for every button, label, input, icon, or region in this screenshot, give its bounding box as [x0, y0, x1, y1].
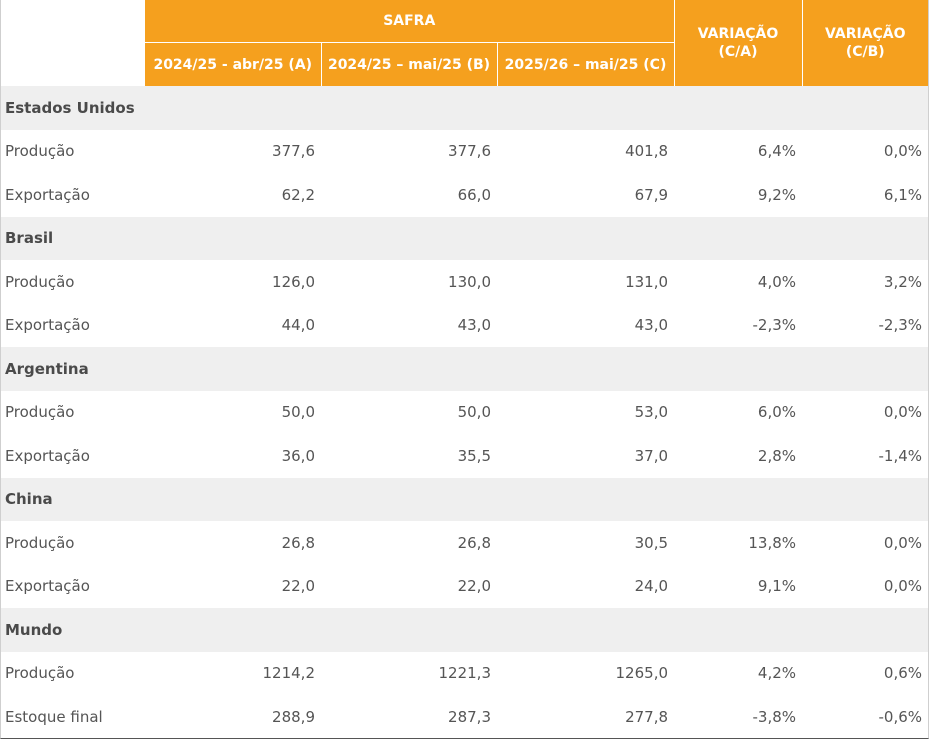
row-label: Produção: [5, 142, 75, 161]
table-row: Produção 126,0 130,0 131,0 4,0% 3,2%: [1, 260, 928, 304]
cell-a: 1214,2: [262, 664, 316, 683]
cell-variation-cb: 0,0%: [883, 142, 923, 161]
cell-variation-cb: 0,0%: [883, 403, 923, 422]
row-label: Exportação: [5, 185, 90, 204]
cell-b: 66,0: [457, 185, 491, 204]
row-label: Produção: [5, 272, 75, 291]
header-col-c: 2025/26 – mai/25 (C): [497, 42, 675, 86]
group-row: Mundo: [1, 608, 929, 652]
cell-c: 67,9: [634, 185, 669, 204]
header-variation-cb-line2: (C/B): [845, 44, 885, 60]
group-row: Argentina: [1, 347, 929, 391]
cell-c: 1265,0: [615, 664, 669, 683]
header-variation-ca-line1: VARIAÇÃO: [697, 26, 779, 42]
table-row: Produção 377,6 377,6 401,8 6,4% 0,0%: [1, 130, 928, 174]
table-row: Exportação 22,0 22,0 24,0 9,1% 0,0%: [1, 565, 928, 609]
cell-variation-ca: -2,3%: [752, 316, 797, 335]
table-row: Exportação 62,2 66,0 67,9 9,2% 6,1%: [1, 173, 928, 217]
table-body: Estados Unidos Produção 377,6 377,6 401,…: [1, 86, 929, 739]
cell-variation-cb: 0,0%: [883, 533, 923, 552]
cell-a: 36,0: [281, 446, 315, 465]
cell-variation-cb: 6,1%: [883, 185, 923, 204]
table-row: Produção 50,0 50,0 53,0 6,0% 0,0%: [1, 391, 928, 435]
row-label: Exportação: [5, 446, 90, 465]
cell-c: 30,5: [634, 533, 669, 552]
cell-b: 26,8: [457, 533, 491, 552]
table-row: Exportação 44,0 43,0 43,0 -2,3% -2,3%: [1, 304, 928, 348]
cell-variation-cb: 0,6%: [883, 664, 923, 683]
row-label: Produção: [5, 533, 75, 552]
group-name: Argentina: [1, 347, 929, 391]
row-label: Produção: [5, 403, 75, 422]
header-variation-cb: VARIAÇÃO (C/B): [801, 0, 929, 86]
cell-a: 26,8: [281, 533, 315, 552]
cell-variation-cb: -2,3%: [878, 316, 923, 335]
header-variation-ca-line2: (C/A): [718, 44, 758, 60]
cell-variation-ca: 6,0%: [757, 403, 797, 422]
header-variation-cb-line1: VARIAÇÃO: [824, 26, 906, 42]
table-row: Exportação 36,0 35,5 37,0 2,8% -1,4%: [1, 434, 928, 478]
group-name: Estados Unidos: [1, 86, 929, 130]
cell-a: 62,2: [281, 185, 315, 204]
cell-c: 401,8: [625, 142, 669, 161]
cell-c: 53,0: [634, 403, 669, 422]
cell-b: 43,0: [457, 316, 491, 335]
cell-a: 50,0: [281, 403, 315, 422]
cell-a: 44,0: [281, 316, 315, 335]
cell-c: 37,0: [634, 446, 669, 465]
header-blank-cell: [1, 0, 145, 86]
cell-variation-cb: 0,0%: [883, 577, 923, 596]
cell-variation-ca: 9,1%: [757, 577, 797, 596]
cell-c: 277,8: [625, 707, 669, 726]
cell-a: 288,9: [272, 707, 315, 726]
cell-b: 130,0: [448, 272, 491, 291]
table-row: Produção 26,8 26,8 30,5 13,8% 0,0%: [1, 521, 928, 565]
group-row: China: [1, 477, 929, 521]
cell-b: 50,0: [457, 403, 491, 422]
cell-c: 24,0: [634, 577, 669, 596]
cell-variation-ca: 4,0%: [757, 272, 797, 291]
cell-variation-ca: 6,4%: [757, 142, 797, 161]
row-label: Produção: [5, 664, 75, 683]
cell-a: 377,6: [272, 142, 315, 161]
header-col-a: 2024/25 - abr/25 (A): [145, 42, 322, 86]
header-col-b: 2024/25 – mai/25 (B): [321, 42, 498, 86]
table-row: Estoque final 288,9 287,3 277,8 -3,8% -0…: [1, 695, 928, 739]
cell-variation-cb: 3,2%: [883, 272, 923, 291]
cell-a: 126,0: [272, 272, 315, 291]
header-variation-ca: VARIAÇÃO (C/A): [673, 0, 803, 86]
cell-variation-ca: 9,2%: [757, 185, 797, 204]
cell-b: 1221,3: [438, 664, 492, 683]
cell-variation-cb: -0,6%: [878, 707, 923, 726]
cell-variation-ca: 13,8%: [748, 533, 797, 552]
cell-variation-ca: 2,8%: [757, 446, 797, 465]
row-label: Exportação: [5, 316, 90, 335]
cell-variation-ca: -3,8%: [752, 707, 797, 726]
cell-b: 35,5: [457, 446, 491, 465]
group-row: Estados Unidos: [1, 86, 929, 130]
group-row: Brasil: [1, 216, 929, 260]
cell-c: 43,0: [634, 316, 669, 335]
row-label: Exportação: [5, 577, 90, 596]
group-name: Mundo: [1, 608, 929, 652]
group-name: China: [1, 477, 929, 521]
cell-b: 287,3: [448, 707, 491, 726]
cell-b: 377,6: [448, 142, 491, 161]
group-name: Brasil: [1, 216, 929, 260]
cell-variation-cb: -1,4%: [878, 446, 923, 465]
cell-a: 22,0: [281, 577, 315, 596]
cell-b: 22,0: [457, 577, 491, 596]
table-row: Produção 1214,2 1221,3 1265,0 4,2% 0,6%: [1, 652, 928, 696]
header-safra: SAFRA: [145, 0, 675, 43]
cell-variation-ca: 4,2%: [757, 664, 797, 683]
cell-c: 131,0: [625, 272, 669, 291]
row-label: Estoque final: [5, 707, 103, 726]
table-header: SAFRA VARIAÇÃO (C/A) VARIAÇÃO (C/B) 2024…: [1, 0, 929, 86]
